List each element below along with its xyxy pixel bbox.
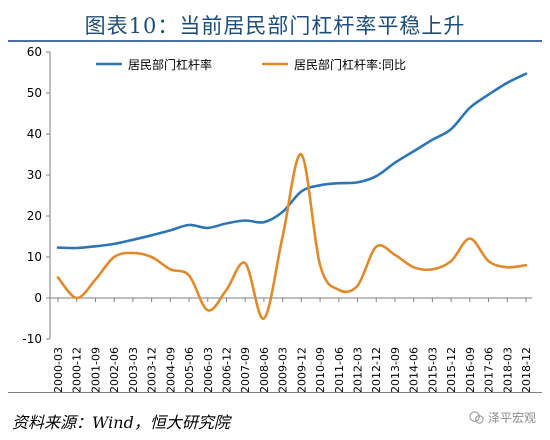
x-tick-label: 2009-12 (295, 347, 308, 393)
x-tick-label: 2001-09 (89, 347, 102, 393)
x-tick-label: 2000-03 (52, 347, 65, 393)
x-tick-label: 2015-03 (426, 347, 439, 393)
legend-label: 居民部门杠杆率:同比 (294, 57, 406, 72)
title-divider (8, 40, 542, 42)
x-tick-label: 2003-12 (146, 347, 159, 393)
x-tick-label: 2016-09 (464, 347, 477, 393)
y-tick-label: 0 (34, 291, 42, 305)
x-tick-label: 2018-03 (501, 347, 514, 393)
x-tick-label: 2007-09 (239, 347, 252, 393)
x-tick-label: 2012-12 (370, 347, 383, 393)
y-tick-label: 30 (27, 168, 42, 182)
watermark-text: 泽平宏观 (487, 411, 536, 425)
x-tick-label: 2009-03 (277, 347, 290, 393)
x-tick-label: 2004-09 (164, 347, 177, 393)
watermark: 泽平宏观 (469, 409, 536, 426)
y-tick-label: 10 (27, 250, 42, 264)
series-line-2 (56, 153, 528, 320)
x-tick-label: 2014-06 (408, 347, 421, 393)
chart-title: 图表10：当前居民部门杠杆率平稳上升 (84, 14, 466, 38)
y-tick-label: 40 (27, 127, 42, 141)
x-tick-label: 2006-03 (202, 347, 215, 393)
y-tick-label: 60 (27, 45, 42, 59)
series-line-1 (56, 72, 528, 250)
x-tick-label: 2011-06 (333, 347, 346, 393)
y-tick-label: -10 (22, 332, 42, 346)
source-note: 资料来源：Wind，恒大研究院 (12, 413, 230, 432)
wechat-icon (469, 411, 484, 424)
x-tick-label: 2012-03 (352, 347, 365, 393)
x-tick-label: 2000-12 (71, 347, 84, 393)
footer-divider (8, 392, 542, 393)
x-tick-label: 2013-09 (389, 347, 402, 393)
y-tick-label: 20 (27, 209, 42, 223)
x-tick-label: 2018-12 (520, 347, 533, 393)
legend-label: 居民部门杠杆率 (128, 57, 212, 72)
x-tick-label: 2006-12 (220, 347, 233, 393)
y-tick-label: 50 (27, 86, 42, 100)
x-tick-label: 2002-06 (108, 347, 121, 393)
x-tick-label: 2005-06 (183, 347, 196, 393)
x-tick-label: 2008-06 (258, 347, 271, 393)
x-tick-label: 2010-09 (314, 347, 327, 393)
x-tick-label: 2017-06 (483, 347, 496, 393)
x-tick-label: 2015-12 (445, 347, 458, 393)
x-tick-label: 2003-03 (127, 347, 140, 393)
